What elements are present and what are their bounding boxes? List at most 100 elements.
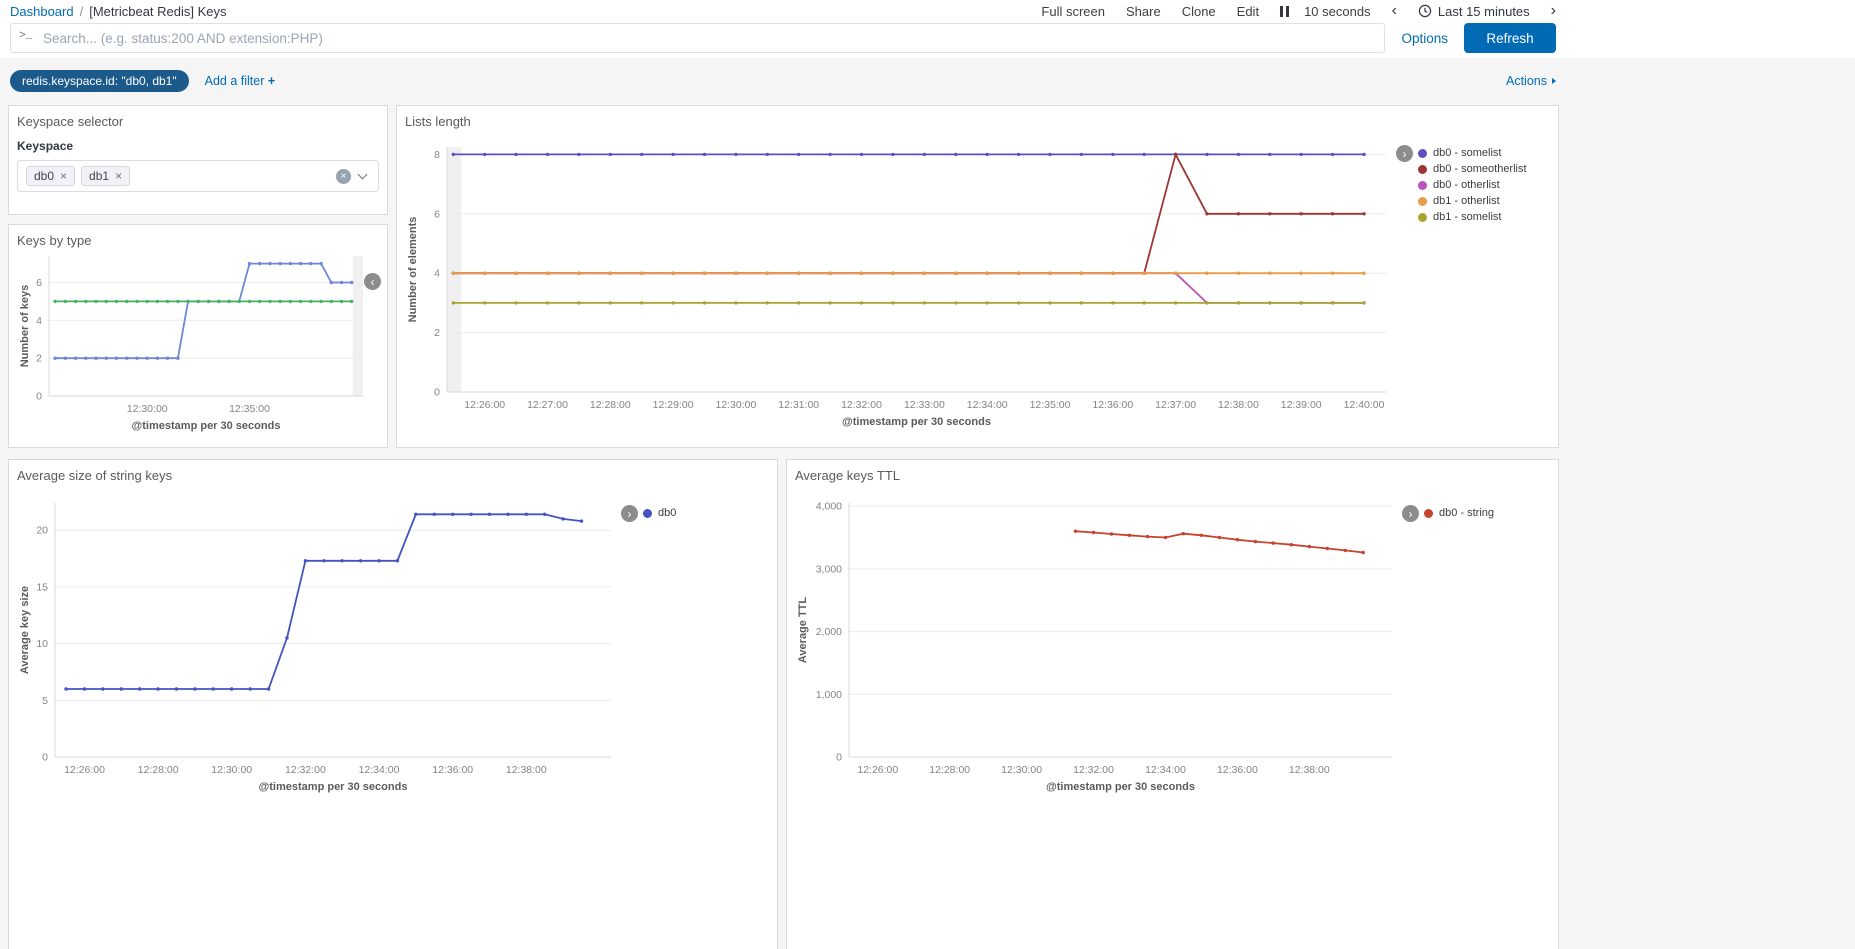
legend-label: db0 - otherlist	[1433, 179, 1500, 191]
chart-legend: › db0 - somelist db0 - someotherlist db0 -…	[1394, 131, 1550, 436]
breadcrumb-bar: Dashboard / [Metricbeat Redis] Keys Full…	[0, 0, 1855, 22]
panel-title: Keys by type	[17, 233, 92, 248]
actions-link[interactable]: Actions	[1506, 74, 1556, 88]
svg-text:6: 6	[36, 277, 42, 289]
svg-text:12:30:00: 12:30:00	[211, 764, 252, 776]
avg-keys-ttl-panel: Average keys TTL 0 1,000 2,000 3,000 4,000 12…	[786, 459, 1559, 949]
breadcrumb-separator: /	[79, 3, 84, 19]
legend-swatch	[1418, 196, 1427, 206]
svg-text:12:38:00: 12:38:00	[506, 764, 547, 776]
legend-swatch	[1418, 212, 1427, 222]
svg-text:Average key size: Average key size	[19, 586, 31, 674]
legend-toggle-button[interactable]: ›	[621, 505, 638, 522]
keys-by-type-panel: Keys by type 0 2 4 6 12:30:00 12:35:00 @timest…	[8, 224, 388, 448]
legend-item[interactable]: db0 - string	[1424, 507, 1550, 519]
chart-legend: › db0	[619, 485, 769, 803]
svg-text:12:29:00: 12:29:00	[653, 399, 694, 411]
search-input[interactable]	[10, 23, 1386, 53]
dashboard-area: redis.keyspace.id: "db0, db1" Add a filt…	[0, 58, 1855, 949]
legend-item[interactable]: db0 - somelist	[1418, 147, 1550, 159]
svg-text:12:39:00: 12:39:00	[1281, 399, 1322, 411]
svg-text:4: 4	[36, 315, 42, 327]
legend-label: db0 - someotherlist	[1433, 163, 1527, 175]
svg-text:Number of keys: Number of keys	[19, 285, 31, 368]
svg-text:2: 2	[36, 353, 42, 365]
panel-title: Average keys TTL	[795, 468, 901, 483]
svg-text:12:35:00: 12:35:00	[1030, 399, 1071, 411]
svg-text:0: 0	[836, 752, 842, 764]
svg-text:@timestamp per 30 seconds: @timestamp per 30 seconds	[1046, 781, 1195, 793]
time-range-button[interactable]: Last 15 minutes	[1418, 4, 1530, 19]
legend-item[interactable]: db1 - otherlist	[1418, 195, 1550, 207]
svg-text:12:30:00: 12:30:00	[1001, 764, 1042, 776]
breadcrumb: Dashboard / [Metricbeat Redis] Keys	[10, 4, 227, 19]
svg-text:@timestamp per 30 seconds: @timestamp per 30 seconds	[132, 420, 281, 432]
refresh-button[interactable]: Refresh	[1464, 23, 1556, 53]
svg-text:6: 6	[434, 208, 440, 220]
legend-item[interactable]: db1 - somelist	[1418, 211, 1550, 223]
clear-selection-icon[interactable]: ×	[336, 168, 351, 184]
pause-refresh-icon[interactable]	[1280, 5, 1290, 17]
refresh-interval-button[interactable]: 10 seconds	[1304, 3, 1371, 19]
legend-item[interactable]: db0	[643, 507, 769, 519]
legend-label: db0	[658, 507, 677, 519]
search-field: >_	[10, 23, 1386, 53]
legend-toggle-button[interactable]: ›	[1402, 505, 1419, 522]
svg-text:12:32:00: 12:32:00	[1073, 764, 1114, 776]
svg-text:12:37:00: 12:37:00	[1155, 399, 1196, 411]
keyspace-field-label: Keyspace	[17, 139, 74, 153]
time-forward-chevron-icon[interactable]: ›	[1550, 2, 1556, 19]
keyspace-tag-db0[interactable]: db0 ×	[26, 166, 76, 186]
panel-title: Average size of string keys	[17, 468, 173, 483]
legend-item[interactable]: db0 - otherlist	[1418, 179, 1550, 191]
svg-text:12:38:00: 12:38:00	[1289, 764, 1330, 776]
svg-text:@timestamp per 30 seconds: @timestamp per 30 seconds	[842, 416, 991, 428]
options-link[interactable]: Options	[1401, 30, 1448, 46]
add-filter-link[interactable]: Add a filter +	[204, 73, 276, 88]
keyspace-tag-db1[interactable]: db1 ×	[81, 166, 131, 186]
legend-swatch	[1418, 148, 1427, 158]
keyspace-combobox[interactable]: db0 × db1 × ×	[17, 160, 379, 192]
breadcrumb-dashboard-link[interactable]: Dashboard	[10, 3, 74, 19]
svg-text:12:28:00: 12:28:00	[138, 764, 179, 776]
plus-icon: +	[267, 73, 276, 88]
remove-tag-icon[interactable]: ×	[60, 169, 68, 183]
svg-text:12:28:00: 12:28:00	[929, 764, 970, 776]
clone-button[interactable]: Clone	[1181, 3, 1216, 19]
edit-button[interactable]: Edit	[1236, 3, 1260, 19]
query-bar: >_ Options Refresh	[0, 22, 1855, 58]
svg-text:0: 0	[42, 752, 48, 764]
avg-string-size-panel: Average size of string keys 0 5 10 15 20 12:2…	[8, 459, 778, 949]
keys-by-type-chart[interactable]: 0 2 4 6 12:30:00 12:35:00 @timestamp per 30 se…	[17, 250, 379, 438]
filter-pill[interactable]: redis.keyspace.id: "db0, db1"	[10, 69, 189, 92]
svg-text:12:28:00: 12:28:00	[590, 399, 631, 411]
top-nav-menu: Full screen Share Clone Edit 10 seconds …	[1041, 2, 1556, 19]
chevron-down-icon[interactable]	[357, 169, 368, 179]
remove-tag-icon[interactable]: ×	[115, 169, 123, 183]
legend-swatch	[1418, 164, 1427, 174]
avg-string-size-chart[interactable]: 0 5 10 15 20 12:26:00 12:28:00 12:30:00 12:32:00…	[17, 485, 619, 803]
svg-text:12:34:00: 12:34:00	[1145, 764, 1186, 776]
time-back-chevron-icon[interactable]: ‹	[1391, 2, 1397, 19]
svg-text:12:30:00: 12:30:00	[127, 403, 168, 415]
share-button[interactable]: Share	[1125, 3, 1161, 19]
svg-text:1,000: 1,000	[816, 689, 842, 701]
svg-text:0: 0	[36, 391, 42, 403]
svg-text:2,000: 2,000	[816, 626, 842, 638]
lists-length-chart[interactable]: 0 2 4 6 8 12:26:00 12:27:00 12:28:00 12:29:00 12:…	[405, 131, 1394, 436]
svg-text:12:30:00: 12:30:00	[715, 399, 756, 411]
avg-keys-ttl-chart[interactable]: 0 1,000 2,000 3,000 4,000 12:26:00 12:28:00 12:…	[795, 485, 1400, 803]
legend-swatch	[1424, 508, 1433, 518]
legend-swatch	[643, 508, 652, 518]
legend-toggle-button[interactable]: ›	[1396, 145, 1413, 162]
legend-swatch	[1418, 180, 1427, 190]
svg-text:12:38:00: 12:38:00	[1218, 399, 1259, 411]
legend-toggle-button[interactable]: ‹	[364, 273, 381, 290]
legend-item[interactable]: db0 - someotherlist	[1418, 163, 1550, 175]
clock-icon	[1418, 4, 1432, 18]
full-screen-button[interactable]: Full screen	[1041, 3, 1105, 19]
svg-text:12:32:00: 12:32:00	[841, 399, 882, 411]
svg-text:12:26:00: 12:26:00	[64, 764, 105, 776]
svg-text:12:34:00: 12:34:00	[359, 764, 400, 776]
